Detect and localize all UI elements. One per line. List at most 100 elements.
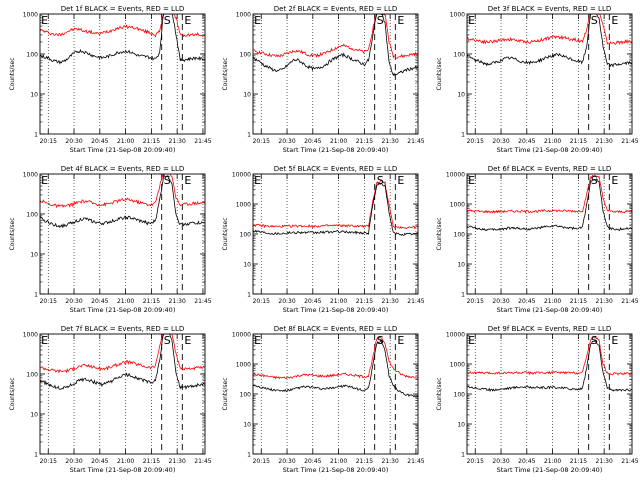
x-tick-label: 21:45	[407, 458, 424, 465]
y-tick-label: 1	[461, 132, 465, 139]
x-axis-label: Start Time (21-Sep-08 20:09:40)	[70, 466, 176, 474]
y-tick-label: 1000	[23, 172, 38, 179]
panel-title: Det 7f BLACK = Events, RED = LLD	[61, 325, 184, 333]
x-tick-label: 20:15	[467, 138, 484, 145]
x-tick-label: 21:45	[194, 298, 211, 305]
x-tick-label: 20:45	[518, 298, 535, 305]
x-tick-label: 20:45	[518, 138, 535, 145]
plot-frame	[39, 333, 206, 455]
y-tick-label: 10	[243, 92, 251, 99]
y-tick-label: 10	[30, 412, 38, 419]
y-tick-label: 1	[34, 292, 38, 299]
x-tick-label: 20:15	[40, 458, 57, 465]
y-tick-label: 10	[457, 262, 465, 269]
x-tick-label: 21:00	[117, 138, 134, 145]
series-line-red-lld	[467, 336, 632, 376]
y-tick-label: 10000	[446, 172, 465, 179]
interval-marker-label: E	[397, 174, 404, 187]
y-tick-label: 1	[34, 452, 38, 459]
interval-marker-label: E	[41, 334, 48, 347]
x-tick-label: 20:45	[91, 458, 108, 465]
y-axis-label: Counts/sec	[9, 57, 16, 90]
y-tick-label: 10	[30, 92, 38, 99]
y-tick-label: 100	[240, 232, 252, 239]
y-tick-label: 1	[461, 292, 465, 299]
y-tick-label: 1	[34, 132, 38, 139]
x-tick-label: 20:30	[65, 138, 82, 145]
y-tick-label: 10	[243, 422, 251, 429]
x-tick-label: 21:30	[596, 298, 613, 305]
x-tick-label: 21:15	[570, 138, 587, 145]
x-tick-label: 21:30	[596, 458, 613, 465]
x-tick-label: 20:30	[278, 458, 295, 465]
series-line-red-lld	[40, 334, 205, 374]
detector-panel-3: Det 3f BLACK = Events, RED = LLD Counts/s…	[436, 5, 639, 154]
x-tick-label: 20:15	[40, 138, 57, 145]
x-tick-label: 21:30	[169, 298, 186, 305]
x-tick-label: 20:30	[278, 298, 295, 305]
detector-panel-5: Det 5f BLACK = Events, RED = LLD Counts/s…	[222, 165, 425, 314]
y-tick-label: 1000	[450, 12, 465, 19]
y-tick-label: 100	[454, 392, 466, 399]
x-tick-label: 21:30	[382, 298, 399, 305]
interval-marker-label: E	[611, 174, 618, 187]
y-tick-label: 1000	[450, 202, 465, 209]
x-tick-label: 20:15	[253, 138, 270, 145]
x-tick-label: 20:30	[278, 138, 295, 145]
interval-marker-label: S	[377, 14, 384, 27]
x-tick-label: 20:30	[65, 458, 82, 465]
x-tick-label: 21:30	[169, 458, 186, 465]
x-tick-label: 21:45	[621, 458, 638, 465]
y-tick-label: 100	[240, 52, 252, 59]
series-line-black-events	[253, 14, 418, 77]
x-tick-label: 21:15	[356, 138, 373, 145]
interval-marker-label: E	[254, 334, 261, 347]
panel-title: Det 2f BLACK = Events, RED = LLD	[274, 5, 397, 13]
panel-title: Det 5f BLACK = Events, RED = LLD	[274, 165, 397, 173]
interval-marker-label: E	[254, 14, 261, 27]
panel-title: Det 3f BLACK = Events, RED = LLD	[488, 5, 611, 13]
interval-marker-label: E	[397, 334, 404, 347]
y-tick-label: 1	[247, 132, 251, 139]
detector-panel-9: Det 9f BLACK = Events, RED = LLD Counts/s…	[436, 325, 639, 474]
x-tick-label: 21:15	[143, 138, 160, 145]
detector-panel-1: Det 1f BLACK = Events, RED = LLD Counts/s…	[9, 5, 212, 154]
detector-panel-4: Det 4f BLACK = Events, RED = LLD Counts/s…	[9, 165, 212, 314]
interval-marker-label: S	[591, 14, 598, 27]
x-tick-label: 21:00	[330, 298, 347, 305]
x-tick-label: 21:00	[117, 298, 134, 305]
panel-title: Det 9f BLACK = Events, RED = LLD	[488, 325, 611, 333]
y-tick-label: 10000	[232, 332, 251, 339]
x-tick-label: 21:15	[570, 458, 587, 465]
y-tick-label: 10	[30, 252, 38, 259]
x-tick-label: 21:30	[596, 138, 613, 145]
interval-marker-label: E	[41, 174, 48, 187]
y-tick-label: 10000	[446, 332, 465, 339]
series-line-red-lld	[40, 174, 205, 209]
interval-marker-label: E	[611, 14, 618, 27]
series-line-black-events	[40, 174, 205, 229]
series-line-black-events	[467, 339, 632, 393]
y-tick-label: 100	[27, 52, 39, 59]
x-tick-label: 21:15	[143, 458, 160, 465]
series-line-red-lld	[253, 14, 418, 59]
x-tick-label: 20:15	[467, 458, 484, 465]
panel-title: Det 6f BLACK = Events, RED = LLD	[488, 165, 611, 173]
y-tick-label: 10	[243, 262, 251, 269]
detector-panel-2: Det 2f BLACK = Events, RED = LLD Counts/s…	[222, 5, 425, 154]
interval-marker-label: E	[41, 14, 48, 27]
x-tick-label: 21:30	[382, 138, 399, 145]
x-tick-label: 20:45	[518, 458, 535, 465]
x-tick-label: 20:45	[304, 458, 321, 465]
series-line-black-events	[40, 14, 205, 65]
x-tick-label: 21:15	[356, 458, 373, 465]
interval-marker-label: S	[164, 14, 171, 27]
x-tick-label: 21:45	[407, 138, 424, 145]
detector-panel-7: Det 7f BLACK = Events, RED = LLD Counts/s…	[9, 325, 212, 474]
y-tick-label: 1	[461, 452, 465, 459]
interval-marker-label: S	[377, 334, 384, 347]
plot-frame	[466, 333, 633, 455]
y-tick-label: 100	[27, 372, 39, 379]
x-axis-label: Start Time (21-Sep-08 20:09:40)	[283, 306, 389, 314]
